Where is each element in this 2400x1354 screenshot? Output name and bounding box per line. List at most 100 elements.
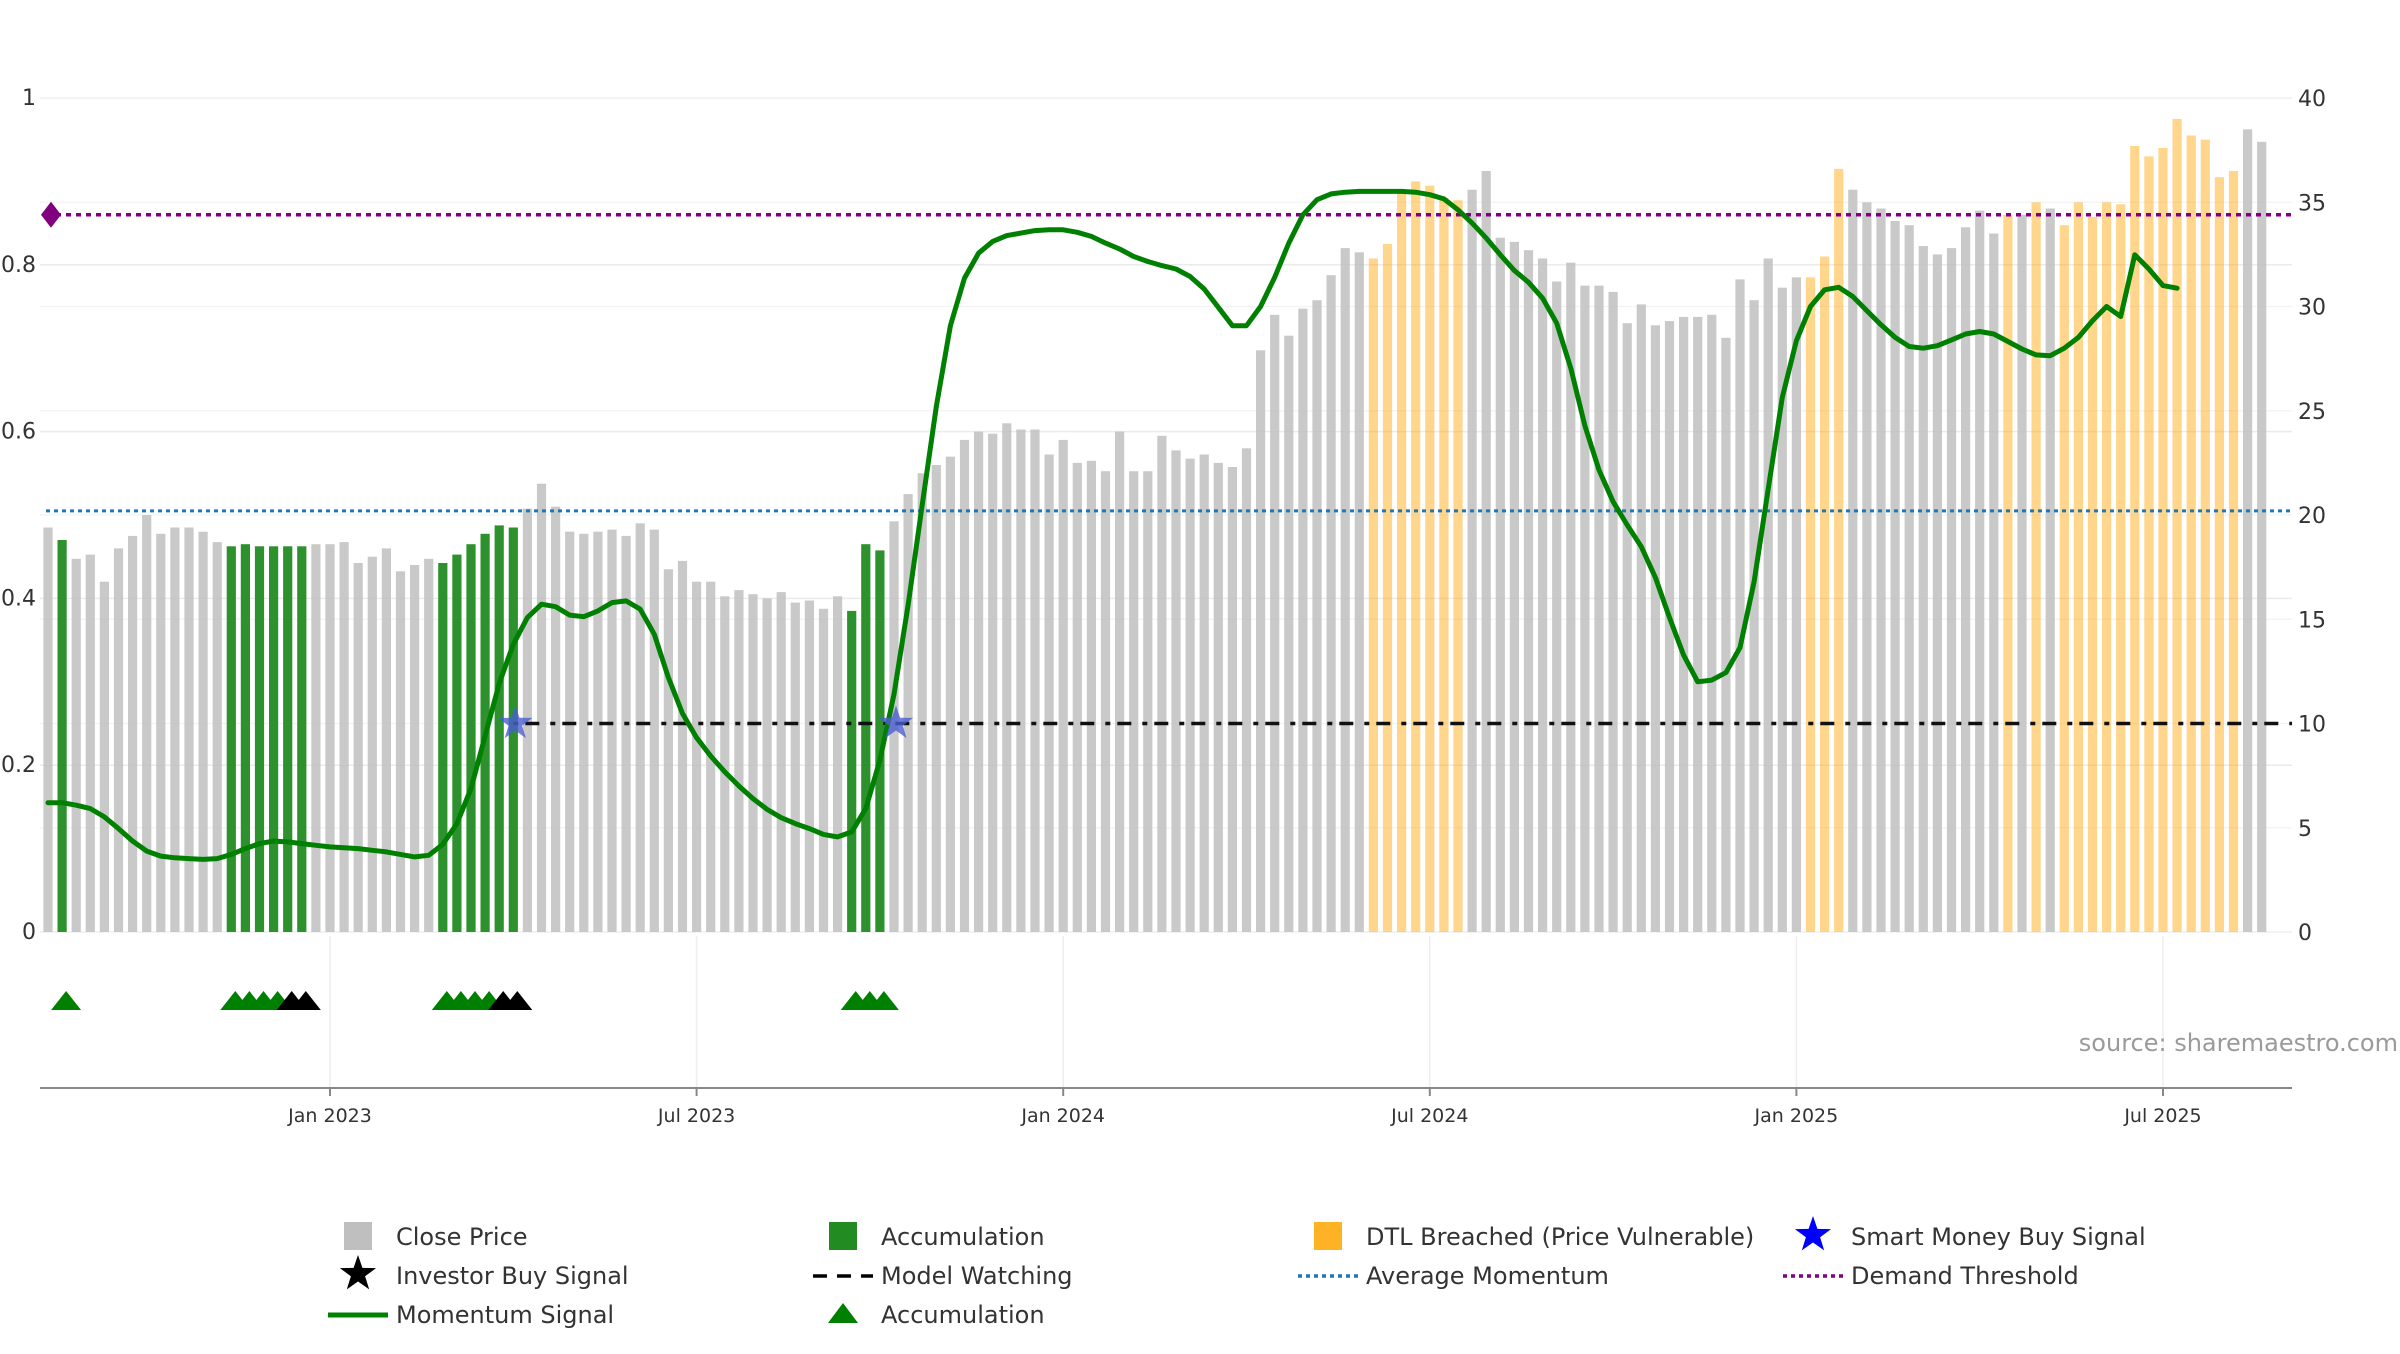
accumulation-bar <box>226 546 236 932</box>
close-price-bar <box>1707 314 1717 932</box>
close-price-bar <box>2257 141 2267 933</box>
close-price-bar <box>1848 189 1858 932</box>
right-axis-tick-label: 40 <box>2298 87 2326 112</box>
close-price-bar <box>1946 248 1957 933</box>
close-price-bar <box>311 544 321 932</box>
dtl-breached-bar <box>2003 214 2013 933</box>
close-price-bar <box>1932 254 1942 932</box>
close-price-bar <box>1509 241 1519 932</box>
accumulation-bar <box>466 544 476 932</box>
legend-item: DTL Breached (Price Vulnerable) <box>1314 1222 1754 1251</box>
left-axis-tick-label: 0.8 <box>1 253 36 278</box>
dtl-breached-bar <box>2144 156 2154 932</box>
dtl-breached-bar <box>2228 171 2239 932</box>
legend-label: Average Momentum <box>1366 1262 1609 1290</box>
left-axis-tick-label: 1 <box>22 86 36 111</box>
close-price-bar <box>2243 129 2253 933</box>
left-axis-tick-label: 0.6 <box>1 420 36 445</box>
accumulation-bar <box>297 546 307 932</box>
right-axis-tick-label: 30 <box>2298 296 2326 321</box>
legend-square-swatch <box>344 1222 372 1250</box>
close-price-bar <box>903 494 913 932</box>
accumulation-bar <box>269 546 279 932</box>
close-price-bar <box>833 596 843 932</box>
close-price-bar <box>170 527 180 932</box>
close-price-bar <box>1171 450 1181 932</box>
close-price-bar <box>1340 248 1350 933</box>
right-axis-tick-label: 5 <box>2298 817 2312 842</box>
accumulation-bar <box>875 550 885 932</box>
close-price-bar <box>367 556 377 932</box>
close-price-bar <box>1016 429 1026 932</box>
close-price-bar <box>1213 462 1223 932</box>
close-price-bar <box>1143 471 1153 932</box>
close-price-bar <box>1002 423 1012 932</box>
close-price-bar <box>1791 277 1801 932</box>
close-price-bar <box>212 542 222 932</box>
close-price-bar <box>1862 202 1872 933</box>
close-price-bar <box>1284 335 1294 932</box>
dtl-breached-bar <box>2059 225 2069 932</box>
smart-money-buy-star <box>498 705 533 739</box>
close-price-bar <box>1538 258 1548 932</box>
right-axis-tick-label: 10 <box>2298 713 2326 738</box>
left-axis-tick-label: 0 <box>22 920 36 945</box>
close-price-bar <box>184 527 194 932</box>
accumulation-bar <box>494 525 504 932</box>
close-price-bar <box>325 544 335 932</box>
close-price-bar <box>1552 281 1562 932</box>
dtl-breached-bar <box>1453 200 1463 932</box>
legend-star-swatch <box>339 1255 377 1290</box>
close-price-bar <box>607 529 617 932</box>
close-price-bar <box>649 529 659 932</box>
close-price-bar <box>1129 471 1139 932</box>
close-price-bar <box>945 456 955 932</box>
close-price-bar <box>198 531 208 932</box>
close-price-bar <box>790 602 800 932</box>
close-price-bar <box>734 590 744 932</box>
demand-threshold-marker <box>41 201 61 228</box>
close-price-bar <box>635 523 645 932</box>
legend-label: Investor Buy Signal <box>396 1262 629 1290</box>
legend-item: Average Momentum <box>1298 1262 1609 1290</box>
close-price-bar <box>128 535 138 932</box>
close-price-bar <box>1495 237 1505 932</box>
dtl-breached-bar <box>1820 256 1830 932</box>
close-price-bar <box>1749 300 1759 932</box>
dtl-breached-bar <box>1834 168 1844 932</box>
close-price-bar <box>1961 227 1971 933</box>
close-price-bar <box>1086 460 1096 932</box>
accumulation-marker <box>868 991 899 1010</box>
close-price-bar <box>43 527 53 932</box>
close-price-bar <box>762 598 772 932</box>
close-price-bar <box>1100 471 1111 932</box>
accumulation-bar <box>254 546 265 932</box>
legend-item: Smart Money Buy Signal <box>1794 1216 2146 1251</box>
dtl-breached-bar <box>2200 139 2210 932</box>
legend-item: Demand Threshold <box>1783 1262 2079 1290</box>
legend-square-swatch <box>829 1222 857 1250</box>
dtl-breached-bar <box>2186 135 2196 932</box>
momentum-signal-line <box>45 188 2180 862</box>
legend-label: Smart Money Buy Signal <box>1851 1223 2146 1251</box>
close-price-bar <box>551 506 561 932</box>
investor-buy-marker <box>502 991 533 1010</box>
date-tick-label: Jul 2025 <box>2123 1105 2201 1127</box>
accumulation-bar <box>283 546 293 932</box>
close-price-bar <box>353 563 363 932</box>
legend-square-swatch <box>1314 1222 1342 1250</box>
dtl-breached-bar <box>1368 258 1378 932</box>
date-tick-label: Jul 2024 <box>1390 1105 1468 1127</box>
close-price-bar <box>663 569 673 932</box>
close-price-bar <box>748 594 758 932</box>
legend-item: Accumulation <box>828 1301 1045 1329</box>
left-axis-tick-label: 0.2 <box>1 753 36 778</box>
dtl-breached-bar <box>1397 191 1407 933</box>
close-price-bar <box>113 548 124 932</box>
close-price-bar <box>959 439 970 932</box>
close-price-bar <box>1636 304 1646 932</box>
investor-buy-marker <box>290 991 321 1010</box>
date-tick-label: Jan 2024 <box>1020 1105 1105 1127</box>
close-price-bar <box>804 600 814 932</box>
